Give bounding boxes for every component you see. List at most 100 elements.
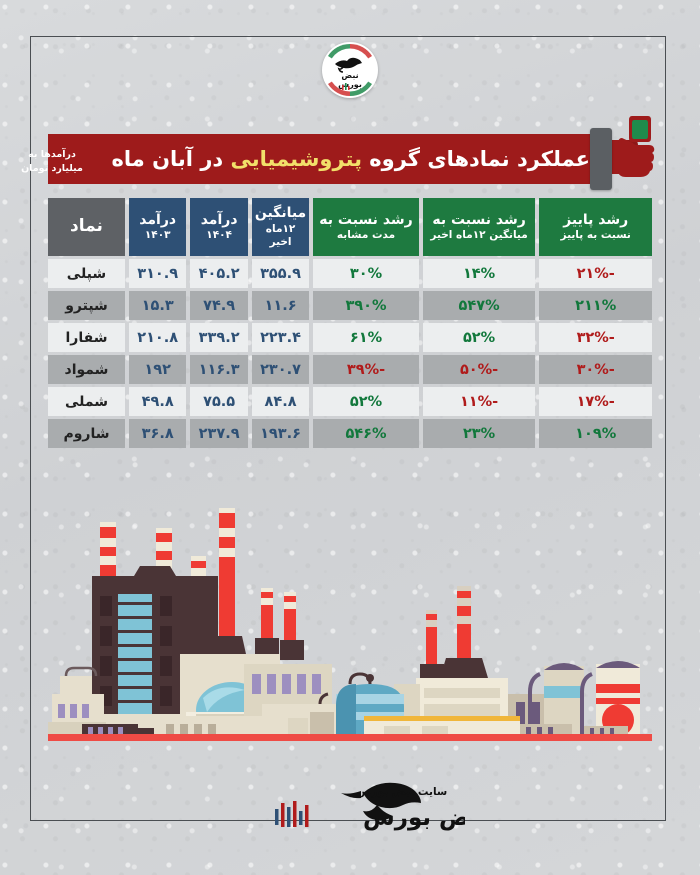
cell-growth-avg12: ۱۴% bbox=[422, 259, 536, 288]
cell-growth-fall: ۲۱۱% bbox=[539, 291, 652, 320]
thumbs-up-hand-icon bbox=[604, 116, 655, 177]
svg-text:بورس: بورس bbox=[338, 80, 362, 90]
column-header-growth-avg12-label: رشد نسبت به bbox=[432, 211, 526, 228]
cell-symbol: شاروم bbox=[47, 419, 125, 448]
column-header-rev1404-label: درآمد bbox=[200, 211, 238, 228]
cell-rev1403: ۳۱۰.۹ bbox=[128, 259, 187, 288]
column-header-growth-avg12-sub: میانگین ۱۲ماه اخیر bbox=[430, 229, 528, 242]
title-text-part1: عملکرد نمادهای گروه bbox=[361, 147, 590, 171]
table-row: -۳۲% ۵۲% ۶۱% ۲۲۳.۴ ۳۳۹.۲ ۲۱۰.۸ شفارا bbox=[47, 323, 652, 352]
cell-symbol: شفارا bbox=[47, 323, 125, 352]
table-header-row: رشد پاییز نسبت به پاییز رشد نسبت به میان… bbox=[47, 198, 652, 256]
page-title: عملکرد نمادهای گروه پتروشیمیایی در آبان … bbox=[111, 147, 591, 171]
column-header-growth-fall-sub: نسبت به پاییز bbox=[560, 229, 631, 242]
cell-symbol: شپترو bbox=[47, 291, 125, 320]
table-row: -۱۷% -۱۱% ۵۲% ۸۴.۸ ۷۵.۵ ۴۹.۸ شملی bbox=[47, 387, 652, 416]
candlestick-bars-icon bbox=[275, 801, 309, 827]
cell-growth-fall: ۱۰۹% bbox=[539, 419, 652, 448]
cell-growth-same: ۶۱% bbox=[313, 323, 419, 352]
column-header-growth-fall: رشد پاییز نسبت به پاییز bbox=[539, 198, 652, 256]
cell-avg12: ۳۵۵.۹ bbox=[251, 259, 310, 288]
table-row: -۲۱% ۱۴% ۳۰% ۳۵۵.۹ ۴۰۵.۲ ۳۱۰.۹ شپلی bbox=[47, 259, 652, 288]
cell-avg12: ۱۹۳.۶ bbox=[251, 419, 310, 448]
column-header-avg12: میانگین ۱۲ماه اخیر bbox=[251, 198, 310, 256]
cell-rev1404: ۷۵.۵ bbox=[190, 387, 248, 416]
right-ground-line bbox=[324, 734, 652, 741]
cell-rev1404: ۷۴.۹ bbox=[190, 291, 248, 320]
cell-growth-avg12: ۵۲% bbox=[422, 323, 536, 352]
left-ground-line bbox=[48, 734, 338, 741]
title-bar: عملکرد نمادهای گروه پتروشیمیایی در آبان … bbox=[21, 134, 608, 184]
left-dark-tower bbox=[92, 566, 218, 734]
cell-rev1404: ۳۳۹.۲ bbox=[190, 323, 248, 352]
title-text-part2: در آبان ماه bbox=[111, 147, 231, 171]
left-chimney-4 bbox=[219, 508, 235, 636]
performance-table: رشد پاییز نسبت به پاییز رشد نسبت به میان… bbox=[47, 198, 652, 451]
column-header-rev1403-sub: ۱۴۰۳ bbox=[144, 229, 171, 242]
column-header-symbol: نماد bbox=[47, 198, 125, 256]
cell-growth-same: ۳۰% bbox=[313, 259, 419, 288]
column-header-avg12-label: میانگین bbox=[254, 205, 307, 222]
left-chimney-5 bbox=[261, 588, 273, 640]
title-text-highlight: پتروشیمیایی bbox=[230, 147, 363, 171]
right-silo-2 bbox=[580, 661, 640, 736]
right-factory-group: 5 bbox=[318, 586, 652, 741]
nabz-bourse-circle-logo: نبض بورس bbox=[323, 43, 377, 97]
column-header-growth-same-sub: مدت مشابه bbox=[336, 229, 396, 242]
cell-rev1404: ۲۳۷.۹ bbox=[190, 419, 248, 448]
cell-growth-same: -۳۹% bbox=[313, 355, 419, 384]
cell-rev1404: ۱۱۶.۳ bbox=[190, 355, 248, 384]
column-header-avg12-sub: ۱۲ماه اخیر bbox=[265, 222, 296, 248]
right-chimney-tall bbox=[457, 586, 471, 664]
cell-growth-same: ۵۴۶% bbox=[313, 419, 419, 448]
cell-avg12: ۲۲۳.۴ bbox=[251, 323, 310, 352]
footer-nabz-bourse-logo: سایت نبض بورس نبض بورس bbox=[275, 782, 488, 831]
cell-rev1403: ۱۹۲ bbox=[128, 355, 187, 384]
cell-symbol: شپلی bbox=[47, 259, 125, 288]
cell-growth-avg12: -۵۰% bbox=[422, 355, 536, 384]
table-body: -۲۱% ۱۴% ۳۰% ۳۵۵.۹ ۴۰۵.۲ ۳۱۰.۹ شپلی ۲۱۱% ۵۴۷% ۳۹۰… bbox=[47, 259, 652, 448]
top-brand-logo: نبض بورس bbox=[322, 42, 378, 98]
table-row: ۲۱۱% ۵۴۷% ۳۹۰% ۱۱.۶ ۷۴.۹ ۱۵.۳ شپترو bbox=[47, 291, 652, 320]
table-row: ۱۰۹% ۲۳% ۵۴۶% ۱۹۳.۶ ۲۳۷.۹ ۳۶.۸ شاروم bbox=[47, 419, 652, 448]
left-front-row bbox=[82, 712, 334, 736]
cell-symbol: شمواد bbox=[47, 355, 125, 384]
subtitle-line-1: درآمدها به bbox=[28, 149, 76, 160]
cell-growth-fall: -۳۲% bbox=[539, 323, 652, 352]
cell-avg12: ۱۱.۶ bbox=[251, 291, 310, 320]
cell-avg12: ۲۳۰.۷ bbox=[251, 355, 310, 384]
column-header-growth-same-label: رشد نسبت به bbox=[319, 211, 413, 228]
column-header-rev1404-sub: ۱۴۰۴ bbox=[206, 229, 232, 242]
cell-growth-avg12: ۲۳% bbox=[422, 419, 536, 448]
left-chimney-6 bbox=[284, 592, 296, 640]
cell-avg12: ۸۴.۸ bbox=[251, 387, 310, 416]
cell-growth-same: ۵۲% bbox=[313, 387, 419, 416]
column-header-rev1403: درآمد ۱۴۰۳ bbox=[128, 198, 187, 256]
bull-silhouette-icon bbox=[363, 782, 421, 809]
title-banner: عملکرد نمادهای گروه پتروشیمیایی در آبان … bbox=[21, 116, 655, 190]
cell-growth-same: ۳۹۰% bbox=[313, 291, 419, 320]
cell-symbol: شملی bbox=[47, 387, 125, 416]
cell-rev1403: ۲۱۰.۸ bbox=[128, 323, 187, 352]
footer-brand: سایت نبض بورس نبض بورس bbox=[235, 775, 488, 837]
column-header-rev1404: درآمد ۱۴۰۴ bbox=[190, 198, 248, 256]
column-header-rev1403-label: درآمد bbox=[139, 211, 177, 228]
table-row: -۳۰% -۵۰% -۳۹% ۲۳۰.۷ ۱۱۶.۳ ۱۹۲ شمواد bbox=[47, 355, 652, 384]
cell-growth-avg12: -۱۱% bbox=[422, 387, 536, 416]
title-subtitle: درآمدها به میلیارد تومان bbox=[8, 148, 96, 177]
cell-growth-avg12: ۵۴۷% bbox=[422, 291, 536, 320]
factory-illustration: 5 bbox=[48, 508, 652, 741]
column-header-growth-avg12: رشد نسبت به میانگین ۱۲ماه اخیر bbox=[422, 198, 536, 256]
column-header-growth-fall-label: رشد پاییز bbox=[563, 211, 629, 228]
column-header-growth-same: رشد نسبت به مدت مشابه bbox=[313, 198, 419, 256]
cell-rev1403: ۳۶.۸ bbox=[128, 419, 187, 448]
cell-growth-fall: -۳۰% bbox=[539, 355, 652, 384]
cell-rev1403: ۴۹.۸ bbox=[128, 387, 187, 416]
cell-growth-fall: -۲۱% bbox=[539, 259, 652, 288]
subtitle-line-2: میلیارد تومان bbox=[21, 163, 83, 175]
cell-growth-fall: -۱۷% bbox=[539, 387, 652, 416]
left-factory-group bbox=[48, 508, 338, 741]
column-header-symbol-label: نماد bbox=[70, 216, 103, 237]
footer-wordmark: نبض بورس bbox=[363, 805, 465, 831]
right-chimney-short bbox=[426, 610, 437, 666]
